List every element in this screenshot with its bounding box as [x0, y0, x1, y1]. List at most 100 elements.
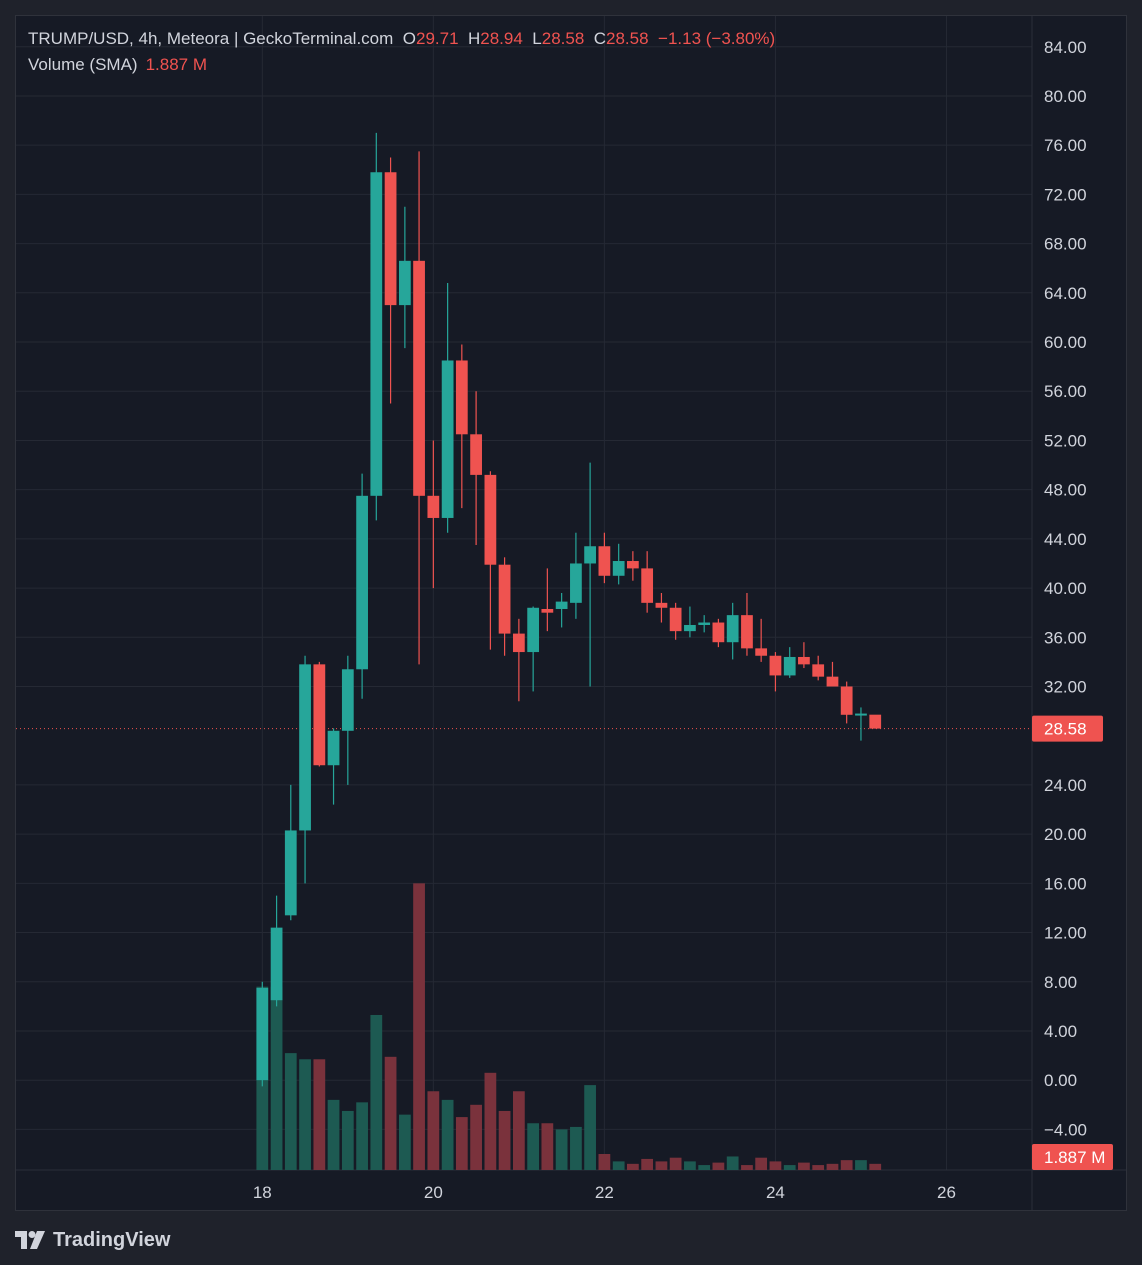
candle-body	[812, 664, 825, 677]
candle-body	[356, 495, 368, 670]
volume-legend: Volume (SMA) 1.887 M	[28, 55, 207, 75]
candle-body	[712, 622, 725, 643]
volume-bar	[712, 1162, 725, 1170]
candle-body	[555, 601, 568, 609]
price-tick-label: 40.00	[1044, 579, 1087, 598]
volume-bar	[356, 1102, 368, 1170]
price-tick-label: 44.00	[1044, 530, 1087, 549]
price-tick-label: 52.00	[1044, 431, 1087, 450]
candle-body	[598, 546, 611, 576]
low-label: L	[532, 29, 542, 48]
candle-body	[256, 987, 269, 1081]
candle-body	[427, 495, 440, 518]
price-tick-label: 48.00	[1044, 481, 1087, 500]
candle-body	[441, 360, 454, 518]
volume-bar	[313, 1059, 326, 1170]
close-label: C	[593, 29, 607, 48]
volume-bar	[570, 1126, 582, 1170]
candle-body	[541, 608, 554, 613]
candle-body	[798, 656, 810, 665]
tradingview-brand[interactable]: TradingView	[15, 1228, 170, 1252]
tradingview-logo-icon	[15, 1231, 45, 1249]
time-tick-label: 24	[766, 1183, 785, 1202]
price-tick-label: 72.00	[1044, 185, 1087, 204]
price-tick-label: 56.00	[1044, 382, 1087, 401]
candle-body	[470, 434, 482, 475]
volume-bar	[812, 1165, 825, 1170]
volume-bar	[869, 1163, 882, 1170]
volume-bar	[470, 1104, 482, 1170]
close-value: 28.58	[606, 29, 649, 48]
volume-bar	[455, 1117, 468, 1170]
volume-bar	[427, 1091, 440, 1170]
time-tick-label: 18	[253, 1183, 272, 1202]
price-tick-label: 76.00	[1044, 136, 1087, 155]
candle-body	[869, 714, 882, 729]
volume-bar	[512, 1091, 525, 1170]
chart-frame: 84.00 80.00 76.00 72.00 68.00 64.00 60.00 56.00…	[15, 15, 1127, 1211]
high-value: 28.94	[480, 29, 523, 48]
price-tick-label: 12.00	[1044, 924, 1087, 943]
volume-bar	[527, 1123, 540, 1170]
volume-bar	[555, 1129, 568, 1170]
candle-body	[726, 615, 739, 643]
volume-bar	[498, 1110, 511, 1170]
candle-body	[341, 669, 354, 731]
candle-body	[584, 546, 596, 564]
candlestick-chart[interactable]: 84.00 80.00 76.00 72.00 68.00 64.00 60.00 56.00…	[16, 16, 1126, 1210]
volume-bar	[299, 1059, 311, 1170]
ohlc-legend: TRUMP/USD, 4h, Meteora | GeckoTerminal.c…	[28, 29, 775, 49]
symbol-title: TRUMP/USD, 4h, Meteora | GeckoTerminal.c…	[28, 29, 394, 48]
candle-body	[698, 622, 711, 625]
candle-body	[669, 607, 682, 632]
price-tick-label: 84.00	[1044, 38, 1087, 57]
volume-bar	[669, 1157, 682, 1170]
candle-body	[655, 602, 668, 608]
candle-body	[826, 676, 839, 687]
volume-bar	[341, 1110, 354, 1170]
candle-body	[413, 260, 425, 496]
volume-bar	[441, 1099, 454, 1170]
last-price-badge	[1032, 715, 1103, 742]
price-tick-label: 80.00	[1044, 87, 1087, 106]
candle-body	[512, 633, 525, 653]
change-value: −1.13 (−3.80%)	[658, 29, 776, 48]
volume-bar	[741, 1165, 753, 1170]
candle-body	[370, 172, 383, 496]
candle-body	[398, 260, 411, 306]
candle-body	[783, 656, 796, 676]
volume-bar	[769, 1161, 782, 1170]
candle-body	[384, 172, 397, 306]
volume-bar	[726, 1156, 739, 1170]
price-tick-label: 24.00	[1044, 776, 1087, 795]
last-price-label: 28.58	[1044, 720, 1087, 739]
candle-body	[612, 561, 625, 576]
volume-bar	[327, 1099, 340, 1170]
price-tick-label: 60.00	[1044, 333, 1087, 352]
candle-body	[840, 686, 853, 715]
volume-bar	[612, 1161, 625, 1170]
candle-body	[313, 664, 326, 766]
volume-bar	[655, 1161, 668, 1170]
volume-bar	[755, 1157, 768, 1170]
price-tick-label: 8.00	[1044, 973, 1077, 992]
volume-bar	[598, 1154, 611, 1170]
candle-body	[498, 564, 511, 634]
volume-bar	[270, 986, 283, 1170]
volume-bar	[413, 883, 425, 1170]
volume-bar	[855, 1160, 867, 1170]
volume-badge	[1032, 1144, 1113, 1170]
tradingview-label: TradingView	[53, 1228, 171, 1251]
candle-body	[641, 568, 654, 603]
volume-bar	[698, 1165, 711, 1170]
price-tick-label: 4.00	[1044, 1022, 1077, 1041]
candle-body	[684, 624, 696, 632]
volume-bar	[370, 1014, 383, 1170]
candle-body	[327, 730, 340, 766]
price-tick-label: 16.00	[1044, 874, 1087, 893]
volume-badge-label: 1.887 M	[1044, 1148, 1105, 1167]
time-tick-label: 20	[424, 1183, 443, 1202]
volume-bar	[641, 1158, 654, 1170]
candle-body	[855, 713, 867, 716]
volume-bar	[284, 1053, 297, 1170]
